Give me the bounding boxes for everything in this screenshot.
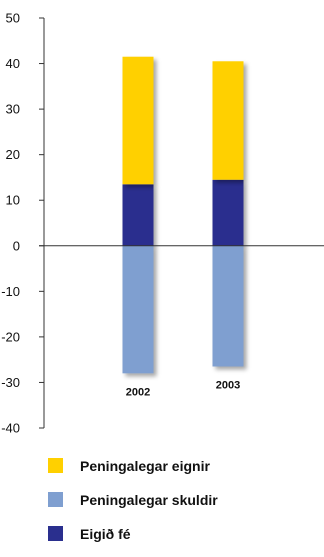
y-tick-label: -10	[1, 284, 20, 299]
y-tick-label: 30	[6, 102, 20, 117]
y-tick-label: 40	[6, 56, 20, 71]
y-tick-label: -30	[1, 375, 20, 390]
legend: Peningalegar eignir Peningalegar skuldir…	[48, 455, 318, 557]
bar-peningalegar-skuldir-2002	[122, 245, 154, 374]
y-tick-label: -40	[1, 421, 20, 436]
bar-eigid-fe-2003	[212, 179, 244, 246]
legend-swatch-peningalegar-skuldir	[48, 492, 63, 507]
category-labels: 2002 2003	[126, 380, 240, 399]
y-tick-label: 20	[6, 147, 20, 162]
bar-peningalegar-eignir-2002	[122, 56, 154, 185]
legend-label-peningalegar-eignir: Peningalegar eignir	[80, 457, 210, 474]
y-tick-label: 10	[6, 193, 20, 208]
legend-label-peningalegar-skuldir: Peningalegar skuldir	[80, 491, 218, 508]
legend-swatch-peningalegar-eignir	[48, 458, 63, 473]
legend-label-eigid-fe: Eigið fé	[80, 525, 131, 542]
bars-layer	[122, 56, 244, 374]
y-tick-label: 50	[6, 11, 20, 26]
legend-item-eigid-fe: Eigið fé	[48, 523, 318, 544]
bar-peningalegar-eignir-2003	[212, 61, 244, 180]
legend-item-peningalegar-skuldir: Peningalegar skuldir	[48, 489, 318, 510]
category-label-2002: 2002	[126, 386, 150, 398]
category-label-2003: 2003	[216, 380, 240, 392]
stacked-bar-chart: 50 40 30 20 10 0 -10 -20 -30 -40 2002 2003	[1, 11, 324, 436]
legend-item-peningalegar-eignir: Peningalegar eignir	[48, 455, 318, 476]
bar-peningalegar-skuldir-2003	[212, 245, 244, 367]
y-tick-label: -20	[1, 329, 20, 344]
bar-eigid-fe-2002	[122, 184, 154, 246]
y-axis-ticks: 50 40 30 20 10 0 -10 -20 -30 -40	[1, 11, 44, 436]
legend-swatch-eigid-fe	[48, 526, 63, 541]
y-tick-label: 0	[13, 238, 20, 253]
